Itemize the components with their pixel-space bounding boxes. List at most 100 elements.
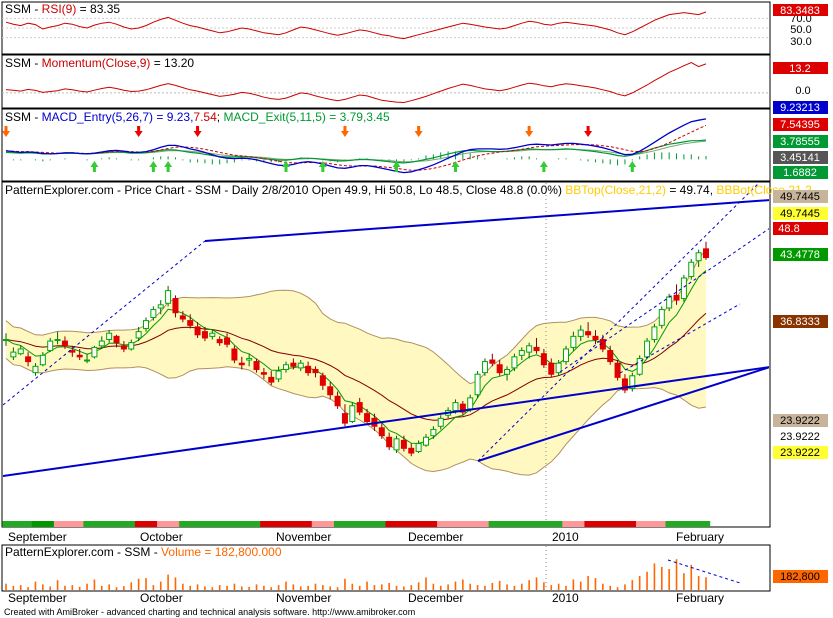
buy-arrow-icon [164,161,173,172]
ribbon-cell [636,521,644,527]
bollinger-bottom-line [5,358,707,476]
price-badge-bbtop [773,190,828,203]
ribbon-cell [532,521,541,527]
ribbon-cell [363,521,372,527]
ribbon-cell [414,521,423,527]
candle-body [452,402,459,411]
volume-badge-value: 182,800 [780,571,820,583]
candle-body [201,331,208,339]
buy-arrow-icon [90,161,99,172]
sell-arrow-icon [193,126,202,137]
candle-body [216,339,223,344]
price-pane[interactable]: PatternExplorer.com - Price Chart - SSM … [1,172,828,528]
momentum-line [5,62,707,104]
candle-body [10,351,17,358]
candle-body [238,362,245,366]
candle-body [297,362,304,369]
macd-badge-exit-signal [773,151,828,164]
macd-title-value1: = 9.23, [153,110,193,124]
price-badge-close [773,222,828,235]
channel-mid-line [3,240,206,406]
ribbon-cell [333,521,342,527]
volume-month-axis: September October November December 2010… [8,591,724,605]
price-badge-ema-fast-value: 43.4778 [780,249,820,261]
candle-body [260,372,267,375]
ribbon-cell [650,521,659,527]
ribbon-cell [208,521,217,527]
month-label-november: November [276,530,331,544]
momentum-pane[interactable]: SSM - Momentum(Close,9) = 13.20 13.2 0.0 [1,54,828,109]
ribbon-cell [83,521,92,527]
ribbon-cell [591,521,600,527]
candle-body [128,342,135,350]
candle-body [98,340,105,347]
volume-month-december: December [408,591,463,605]
candle-body [400,439,407,449]
ribbon-cell [348,521,357,527]
ribbon-cell [584,521,593,527]
momentum-title-prefix: SSM - [5,56,42,70]
price-badge-bbtop-yellow-value: 49.7445 [780,208,820,220]
bollinger-band-fill [6,249,706,476]
ribbon-cell [230,521,239,527]
ribbon-cell [540,521,549,527]
bollinger-top-line [5,248,707,385]
ribbon-cell [112,521,121,527]
buy-arrow-icon [149,161,158,172]
ribbon-cell [142,521,151,527]
ribbon-cell [621,521,630,527]
rising-channel-dash-2 [559,228,769,373]
rsi-badge [773,4,828,16]
momentum-title-value: = 13.20 [150,56,194,70]
macd-badge-exit [773,135,828,148]
candle-body [386,436,393,448]
price-badge-low-1-value: 23.9222 [780,415,820,427]
candle-body [629,375,636,389]
buy-arrow-icon [282,161,290,172]
ribbon-cell [444,521,453,527]
price-badge-ema-fast [773,248,828,261]
ribbon-cell [164,521,173,527]
macd-title-sep: ; [217,110,224,124]
momentum-badge-value: 13.2 [789,63,810,75]
ribbon-cell [304,521,313,527]
macd-pane[interactable]: SSM - MACD_Entry(5,26,7) = 9.23,7.54; MA… [1,101,828,182]
volume-month-february: February [676,591,724,605]
candle-body [577,329,584,337]
candle-body [157,304,164,309]
volume-pane[interactable]: PatternExplorer.com - SSM - Volume = 182… [1,544,828,592]
candle-body [430,428,437,437]
candle-body [540,353,547,366]
candle-body [172,298,179,314]
volume-title-prefix: PatternExplorer.com - SSM - [5,545,161,559]
volume-month-2010: 2010 [552,591,579,605]
candle-body [327,386,334,396]
sell-arrow-icon [525,126,534,137]
price-badge-low-1 [773,414,828,427]
ribbon-cell [481,521,490,527]
rsi-pane[interactable]: SSM - RSI(9) = 83.35 70.0 50.0 30.0 83.3… [1,1,828,55]
macd-title-value3: = 3.79,3.45 [326,110,390,124]
rsi-title-name: RSI(9) [42,2,77,16]
candle-body [25,356,32,363]
candle-body [496,364,503,374]
rsi-tick-30: 30.0 [790,36,811,48]
candle-body [393,438,400,451]
ribbon-cell [392,521,401,527]
ribbon-cell [9,521,18,527]
candle-body [658,309,665,326]
candle-body [76,354,83,358]
candle-body [17,348,24,355]
candle-body [319,375,326,386]
candle-body [636,357,643,375]
ribbon-cell [525,521,534,527]
ribbon-cell [613,521,622,527]
ribbon-cell [554,521,563,527]
rsi-line [5,11,707,40]
ribbon-cell [105,521,114,527]
momentum-badge [773,62,828,74]
volume-bars [5,559,707,590]
ribbon-cell [503,521,512,527]
macd-badge-exit-value: 3.78555 [780,136,820,148]
